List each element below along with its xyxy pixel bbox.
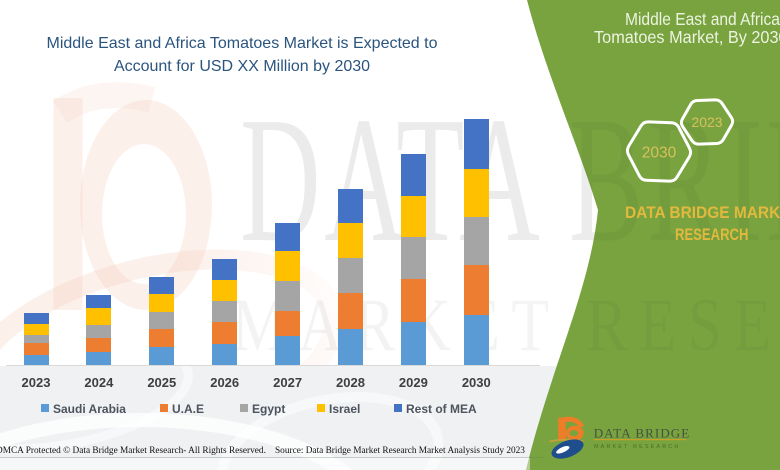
svg-text:DATA BRIDGE: DATA BRIDGE (594, 426, 691, 441)
svg-text:2023: 2023 (691, 114, 722, 130)
svg-text:DATA BRIDGE: DATA BRIDGE (240, 81, 780, 279)
svg-text:2030: 2030 (642, 145, 677, 162)
svg-text:MARKET RESEARCH: MARKET RESEARCH (594, 444, 680, 450)
